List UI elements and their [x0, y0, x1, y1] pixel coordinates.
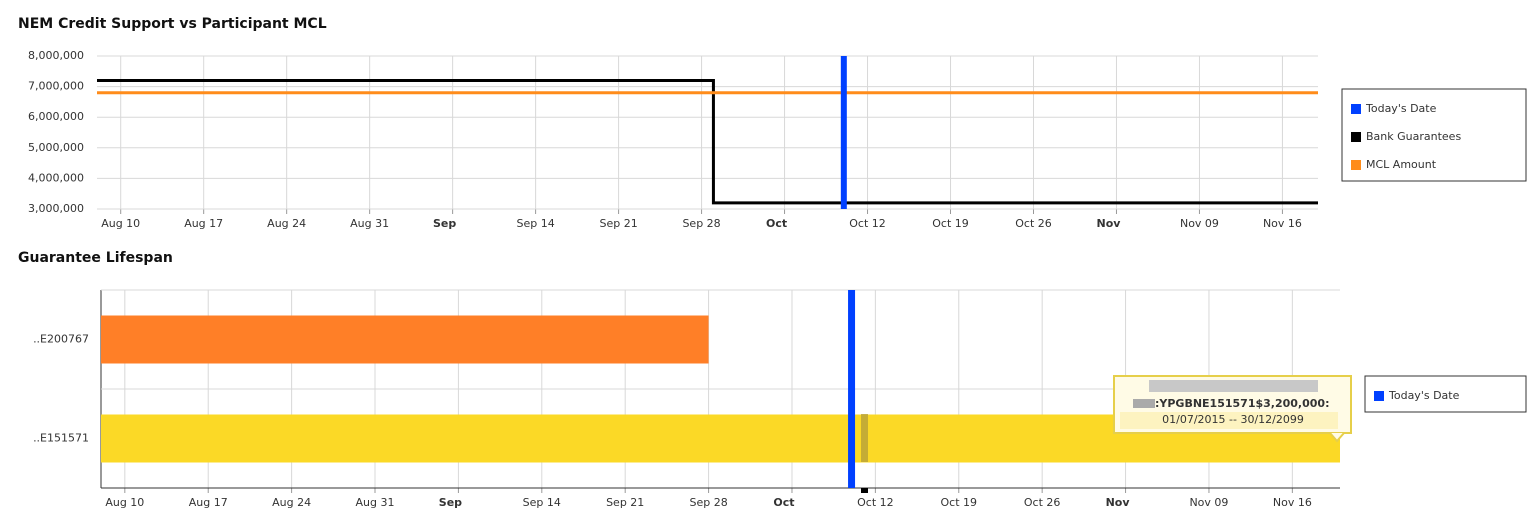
- x-tick-label: Sep 21: [606, 496, 644, 509]
- chart-title: NEM Credit Support vs Participant MCL: [18, 16, 327, 32]
- x-tick-label: Aug 10: [105, 496, 144, 509]
- legend-label: Today's Date: [1388, 389, 1460, 402]
- x-tick-label: Oct 26: [1015, 217, 1052, 230]
- x-tick-label: Nov 16: [1263, 217, 1302, 230]
- y-tick-label: ..E200767: [33, 333, 89, 346]
- x-tick-label: Sep 14: [523, 496, 561, 509]
- plot-area: [97, 78, 1318, 205]
- legend-swatch: [1374, 391, 1384, 401]
- x-tick-label: Sep 28: [682, 217, 720, 230]
- y-tick-label: ..E151571: [33, 432, 89, 445]
- lifespan-bar: [101, 315, 709, 364]
- chart-title: Guarantee Lifespan: [18, 250, 173, 266]
- y-tick-label: 4,000,000: [28, 171, 84, 184]
- redacted: [1133, 399, 1155, 408]
- legend-box: [1364, 375, 1527, 413]
- redacted: [1149, 380, 1318, 392]
- tooltip-text-bg: [1120, 412, 1338, 429]
- x-tick-label: Oct 19: [941, 496, 978, 509]
- legend-swatch: [1351, 132, 1361, 142]
- legend-label: Bank Guarantees: [1366, 130, 1461, 143]
- legend-label: Today's Date: [1365, 102, 1437, 115]
- x-tick-label: Aug 31: [350, 217, 389, 230]
- x-tick-label: Aug 24: [272, 496, 311, 509]
- x-tick-label: Aug 10: [101, 217, 140, 230]
- x-tick-label: Nov 09: [1180, 217, 1219, 230]
- x-tick-label: Nov: [1097, 217, 1122, 230]
- legend-swatch: [1351, 104, 1361, 114]
- x-tick-label: Nov: [1106, 496, 1131, 509]
- legend-label: MCL Amount: [1366, 158, 1437, 171]
- x-tick-label: Sep 28: [689, 496, 727, 509]
- x-tick-label: Aug 17: [189, 496, 228, 509]
- x-tick-label: Aug 31: [356, 496, 395, 509]
- x-tick-label: Oct 26: [1024, 496, 1061, 509]
- y-tick-label: 3,000,000: [28, 202, 84, 215]
- x-tick-label: Sep 21: [599, 217, 637, 230]
- y-tick-label: 8,000,000: [28, 49, 84, 62]
- x-tick-label: Sep 14: [516, 217, 554, 230]
- x-tick-label: Oct 12: [849, 217, 886, 230]
- y-tick-label: 6,000,000: [28, 110, 84, 123]
- plot-area: [101, 315, 1340, 463]
- x-tick-label: Oct: [766, 217, 787, 230]
- x-tick-label: Sep: [433, 217, 456, 230]
- tooltip-pointer: [1329, 432, 1345, 443]
- x-tick-label: Nov 09: [1189, 496, 1228, 509]
- x-tick-label: Aug 24: [267, 217, 306, 230]
- x-tick-label: Oct: [773, 496, 794, 509]
- series-line: [97, 78, 1318, 205]
- y-tick-label: 7,000,000: [28, 80, 84, 93]
- y-tick-label: 5,000,000: [28, 141, 84, 154]
- x-tick-label: Oct 12: [857, 496, 894, 509]
- x-tick-label: Sep: [439, 496, 462, 509]
- legend-swatch: [1351, 160, 1361, 170]
- x-tick-label: Oct 19: [932, 217, 969, 230]
- tooltip-text: 01/07/2015 -- 30/12/2099: [1162, 413, 1304, 426]
- x-tick-label: Aug 17: [184, 217, 223, 230]
- legend-box: [1341, 88, 1527, 182]
- hover-shade: [861, 414, 868, 462]
- tooltip-title: :YPGBNE151571$3,200,000:: [1155, 397, 1329, 410]
- x-tick-label: Nov 16: [1273, 496, 1312, 509]
